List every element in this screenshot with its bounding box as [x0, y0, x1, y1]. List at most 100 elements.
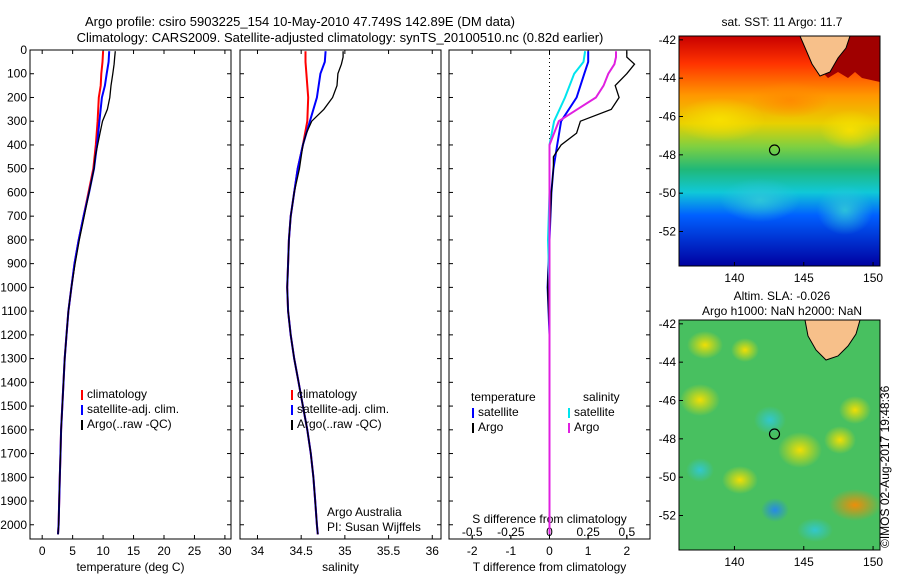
depth-tick-label: 1600 — [0, 423, 27, 437]
salinity-series-argo-raw-qc- — [286, 51, 344, 535]
depth-tick-label: 700 — [7, 209, 27, 223]
temperature-x-tick-label: 30 — [218, 544, 232, 558]
sst_map-lat-tick-label: -52 — [659, 225, 677, 239]
sst_map-lat-tick-label: -46 — [659, 110, 677, 124]
S-diff-tick-label: 0.5 — [618, 525, 635, 539]
depth-tick-label: 400 — [7, 138, 27, 152]
temperature-x-tick-label: 25 — [188, 544, 202, 558]
sst_map-argo-position-marker — [768, 144, 781, 156]
salinity-x-tick-label: 35.5 — [377, 544, 401, 558]
salinity-panel: 34 34.5 35 35.5 36 salinity climatologysatelli… — [239, 49, 442, 574]
depth-tick-label: 0 — [20, 43, 27, 57]
sla_map-lat-tick-label: -48 — [659, 432, 677, 446]
sst_map-lon-tick-label: 150 — [863, 271, 883, 285]
temperature-series-argo-raw-qc- — [57, 51, 116, 535]
tasmania-landmass — [799, 36, 851, 77]
sst_map-lat-tick-label: -42 — [659, 33, 677, 47]
sst-map-frame — [678, 35, 881, 267]
sla-map-title: Altim. SLA: -0.026 — [734, 289, 831, 303]
diff-legend-title-temperature: temperature — [471, 390, 536, 404]
temperature-x-axis-label: temperature (deg C) — [76, 560, 184, 574]
differences-x-tick-label: -1 — [506, 544, 517, 558]
depth-tick-label: 1700 — [0, 447, 27, 461]
diff-legend-entry: Argo — [574, 420, 600, 434]
salinity-x-tick-label: 34.5 — [289, 544, 313, 558]
depth-tick-label: 1000 — [0, 280, 27, 294]
depth-tick-label: 500 — [7, 162, 27, 176]
depth-tick-label: 200 — [7, 90, 27, 104]
temperature-legend-entry: satellite-adj. clim. — [87, 402, 179, 416]
diff-legend-entry: Argo — [478, 420, 504, 434]
depth-tick-label: 1300 — [0, 352, 27, 366]
diff-legend-entry: satellite — [574, 405, 615, 419]
differences-x-tick-label: 0 — [546, 544, 553, 558]
depth-tick-label: 300 — [7, 114, 27, 128]
salinity-legend-entry: climatology — [297, 387, 357, 401]
sla_map-lat-tick-label: -42 — [659, 317, 677, 331]
salinity-x-axis-label: salinity — [322, 560, 359, 574]
depth-tick-label: 100 — [7, 67, 27, 81]
sla_map-lat-tick-label: -46 — [659, 394, 677, 408]
temperature-x-tick-label: 15 — [127, 544, 141, 558]
figure-title-line2: Climatology: CARS2009. Satellite-adjuste… — [77, 30, 604, 45]
differences-x-axis-label: T difference from climatology — [473, 560, 627, 574]
temperature-plot-frame — [29, 49, 232, 540]
sst_map-lat-tick-label: -44 — [659, 71, 677, 85]
depth-tick-label: 1200 — [0, 328, 27, 342]
temperature-x-tick-label: 10 — [96, 544, 110, 558]
temperature-panel: 0 5 10 15 20 25 300100200300400500600700800900… — [0, 43, 232, 574]
salinity-legend-entry: satellite-adj. clim. — [297, 402, 389, 416]
sla_map-lon-tick-label: 145 — [794, 555, 814, 569]
S-diff-tick-label: -0.25 — [497, 525, 525, 539]
pi-label: PI: Susan Wijffels — [327, 520, 421, 534]
depth-tick-label: 1400 — [0, 375, 27, 389]
depth-tick-label: 600 — [7, 185, 27, 199]
sla-map-frame — [678, 319, 881, 551]
salinity-x-tick-label: 34 — [251, 544, 265, 558]
differences-x-tick-label: -2 — [467, 544, 478, 558]
sst-map-title: sat. SST: 11 Argo: 11.7 — [722, 15, 843, 29]
sla_map-argo-position-marker — [768, 428, 781, 440]
profile-panels: 0 5 10 15 20 25 300100200300400500600700800900… — [0, 43, 651, 574]
tasmania-landmass-sla — [804, 320, 861, 361]
depth-tick-label: 2000 — [0, 518, 27, 532]
sla_map-lat-tick-label: -52 — [659, 509, 677, 523]
sla-map: Altim. SLA: -0.026 Argo h1000: NaN h2000… — [659, 289, 884, 569]
sst_map-lon-tick-label: 145 — [794, 271, 814, 285]
temperature-legend-entry: Argo(..raw -QC) — [87, 417, 172, 431]
figure-title-line1: Argo profile: csiro 5903225_154 10-May-2… — [85, 14, 515, 29]
temperature-legend-entry: climatology — [87, 387, 147, 401]
sst_map-lat-tick-label: -50 — [659, 186, 677, 200]
diff-legend-entry: satellite — [478, 405, 519, 419]
diff-legend-title-salinity: salinity — [583, 390, 620, 404]
depth-tick-label: 1100 — [1, 304, 27, 318]
depth-tick-label: 1900 — [0, 494, 27, 508]
S-diff-tick-label: -0.5 — [462, 525, 483, 539]
differences-series-salinity-argo — [548, 51, 617, 535]
differences-x-tick-label: 1 — [585, 544, 592, 558]
depth-tick-label: 800 — [7, 233, 27, 247]
salinity-x-tick-label: 35 — [338, 544, 352, 558]
sla_map-lon-tick-label: 140 — [724, 555, 744, 569]
imos-stamp: ©IMOS 02-Aug-2017 19:48:36 — [878, 385, 892, 548]
sla_map-lat-tick-label: -44 — [659, 355, 677, 369]
depth-tick-label: 900 — [7, 257, 27, 271]
salinity-plot-frame — [239, 49, 442, 540]
sst_map-lat-tick-label: -48 — [659, 148, 677, 162]
temperature-x-tick-label: 0 — [39, 544, 46, 558]
temperature-x-tick-label: 20 — [157, 544, 171, 558]
differences-x-tick-label: 2 — [623, 544, 630, 558]
sst-map: sat. SST: 11 Argo: 11.7 140 145 150 -42 -44 -… — [659, 15, 884, 285]
depth-tick-label: 1500 — [0, 399, 27, 413]
argo-australia-label: Argo Australia — [327, 505, 402, 519]
depth-tick-label: 1800 — [0, 470, 27, 484]
S-diff-tick-label: 0.25 — [576, 525, 600, 539]
sla_map-lon-tick-label: 150 — [863, 555, 883, 569]
sla_map-lat-tick-label: -50 — [659, 470, 677, 484]
temperature-x-tick-label: 5 — [69, 544, 76, 558]
salinity-x-tick-label: 36 — [426, 544, 440, 558]
sla-map-subtitle: Argo h1000: NaN h2000: NaN — [702, 304, 862, 318]
sst_map-lon-tick-label: 140 — [724, 271, 744, 285]
